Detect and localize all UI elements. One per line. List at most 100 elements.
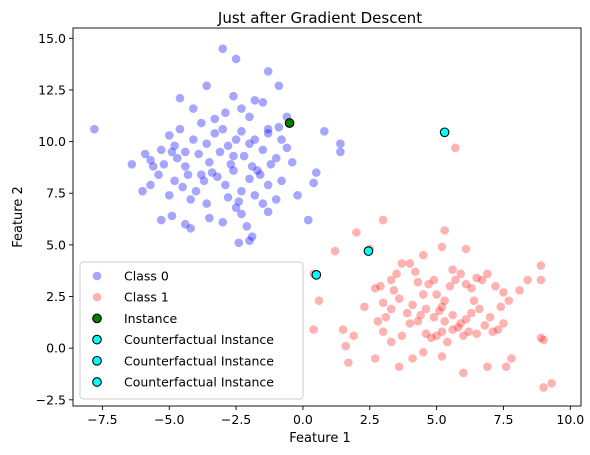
- data-point: [499, 288, 508, 297]
- data-point: [352, 228, 361, 237]
- x-tick-label: 5.0: [427, 412, 447, 427]
- data-point: [461, 279, 471, 289]
- data-point: [263, 124, 273, 134]
- data-point: [311, 269, 322, 280]
- data-point: [445, 281, 455, 291]
- data-point: [221, 108, 230, 117]
- data-point: [523, 275, 532, 285]
- data-point: [437, 327, 447, 336]
- data-point: [360, 302, 369, 312]
- data-point: [432, 290, 441, 299]
- data-point: [218, 124, 228, 134]
- series-5: [311, 269, 322, 280]
- data-point: [218, 217, 228, 227]
- data-point: [464, 327, 474, 336]
- data-point: [266, 160, 276, 169]
- data-point: [426, 333, 436, 343]
- data-point: [461, 314, 471, 324]
- data-point: [221, 180, 230, 190]
- data-point: [386, 337, 396, 347]
- plot-frame: [72, 27, 582, 407]
- x-tick-label: −5.0: [154, 412, 184, 427]
- data-point: [336, 147, 345, 157]
- data-point: [247, 232, 257, 241]
- data-point: [370, 283, 380, 293]
- data-point: [170, 176, 179, 186]
- points-layer: [90, 44, 556, 392]
- data-point: [263, 67, 273, 76]
- legend-marker: [92, 355, 102, 366]
- data-point: [237, 126, 246, 136]
- y-axis: −2.5 0.0 2.5 5.0 7.5 10.0 12.5 15.0: [36, 31, 73, 407]
- data-point: [202, 81, 211, 91]
- legend-entry: Class 1: [124, 290, 169, 305]
- series-4: [363, 246, 374, 256]
- data-point: [341, 341, 351, 351]
- x-tick-label: 2.5: [360, 412, 380, 427]
- data-point: [386, 304, 396, 314]
- data-point: [397, 331, 407, 341]
- data-point: [189, 104, 198, 113]
- data-point: [234, 197, 244, 206]
- data-point: [386, 275, 396, 285]
- data-point: [448, 265, 457, 274]
- data-point: [189, 135, 198, 144]
- data-point: [309, 325, 318, 334]
- data-point: [469, 296, 479, 305]
- data-point: [421, 304, 431, 314]
- legend-marker: [92, 377, 102, 387]
- legend-entry: Instance: [124, 311, 177, 326]
- data-point: [459, 331, 468, 341]
- data-point: [258, 199, 268, 208]
- y-tick-label: 12.5: [38, 82, 66, 97]
- y-tick-label: 0.0: [46, 341, 66, 356]
- data-point: [467, 308, 476, 318]
- x-tick-label: 10.0: [556, 412, 584, 427]
- data-point: [504, 296, 514, 305]
- data-point: [250, 95, 260, 105]
- data-point: [408, 300, 417, 310]
- data-point: [180, 219, 190, 229]
- data-point: [424, 279, 433, 289]
- data-point: [186, 195, 195, 204]
- data-point: [475, 304, 484, 314]
- data-point: [418, 250, 428, 260]
- data-point: [437, 352, 447, 361]
- data-point: [138, 186, 147, 196]
- data-point: [378, 298, 388, 308]
- data-point: [461, 244, 471, 254]
- data-point: [167, 211, 177, 221]
- series-1: [309, 143, 556, 392]
- data-point: [194, 149, 203, 159]
- data-point: [536, 333, 546, 343]
- data-point: [239, 151, 249, 161]
- data-point: [330, 246, 340, 256]
- data-point: [245, 174, 254, 184]
- data-point: [547, 378, 556, 388]
- data-point: [218, 44, 228, 53]
- data-point: [312, 168, 321, 177]
- data-point: [437, 242, 447, 252]
- data-point: [320, 126, 329, 136]
- data-point: [499, 319, 508, 328]
- data-point: [515, 286, 524, 295]
- data-point: [229, 91, 238, 101]
- data-point: [255, 170, 265, 179]
- data-point: [459, 368, 468, 378]
- legend-marker: [92, 334, 102, 345]
- data-point: [167, 147, 177, 157]
- data-point: [210, 114, 220, 124]
- data-point: [378, 327, 388, 336]
- legend-entry: Counterfactual Instance: [124, 375, 274, 390]
- x-tick-label: −2.5: [221, 412, 251, 427]
- data-point: [245, 112, 254, 122]
- y-tick-label: 10.0: [38, 134, 66, 149]
- data-point: [443, 337, 452, 347]
- data-point: [202, 139, 211, 148]
- data-point: [434, 306, 444, 316]
- data-point: [178, 182, 187, 192]
- data-point: [180, 147, 190, 157]
- y-tick-label: −2.5: [36, 392, 66, 407]
- data-point: [336, 139, 345, 148]
- chart-title: Just after Gradient Descent: [217, 9, 422, 27]
